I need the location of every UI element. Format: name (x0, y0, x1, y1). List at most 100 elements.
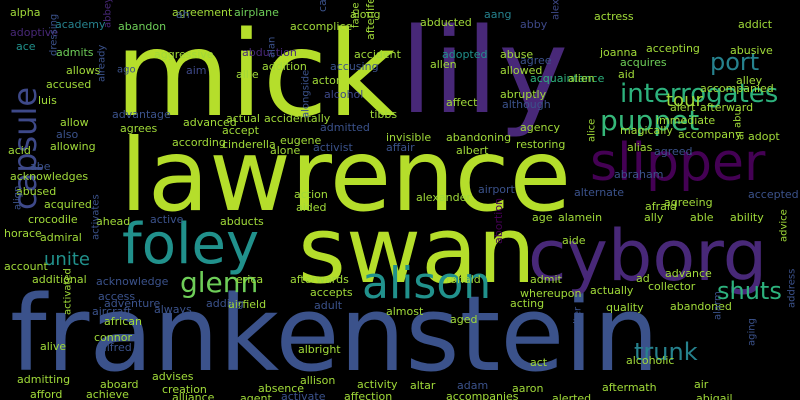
word-action: action (294, 188, 328, 201)
word-ally: ally (644, 211, 664, 224)
word-capsule: capsule (6, 87, 44, 210)
word-abbey: abbey (102, 0, 113, 28)
word-alan: alan (266, 37, 277, 58)
word-allowed: allowed (500, 64, 542, 77)
word-aim: aim (186, 64, 207, 77)
word-frankenstein: frankenstein (10, 273, 659, 395)
word-restoring: restoring (516, 138, 565, 151)
word-accomplice: accomplice (290, 20, 352, 33)
word-invisible: invisible (386, 131, 431, 144)
word-act: act (530, 356, 548, 369)
word-accused: accused (46, 78, 91, 91)
word-cinderella: cinderella (222, 138, 276, 151)
word-puppet: puppet (600, 104, 699, 137)
word-afterlife: afterlife (364, 0, 377, 40)
word-afterwards: afterwards (290, 273, 349, 286)
word-joanna: joanna (599, 46, 637, 59)
word-immediate: immediate (656, 114, 715, 127)
word-captivity: captivity (316, 0, 329, 12)
word-airplane: airplane (234, 6, 279, 19)
word-acknowledge: acknowledge (96, 275, 169, 288)
word-alcoholic: alcoholic (626, 354, 674, 367)
word-agency: agency (520, 121, 561, 134)
word-alien: alien (568, 72, 595, 85)
word-shuts: shuts (717, 277, 782, 305)
word-aaron: aaron (512, 382, 543, 395)
word-crocodile: crocodile (28, 213, 78, 226)
word-abducts: abducts (220, 215, 264, 228)
word-alias: alias (627, 141, 653, 154)
word-although: although (502, 98, 551, 111)
word-affection: affection (344, 390, 392, 400)
word-abraham: abraham (614, 168, 663, 181)
word-admitting: admitting (17, 373, 70, 386)
word-abuse: abuse (500, 48, 533, 61)
word-abandon: abandon (118, 20, 166, 33)
word-account: account (4, 260, 49, 273)
word-along: along (350, 8, 380, 21)
word-glenn: glenn (180, 266, 258, 299)
word-collector: collector (648, 280, 696, 293)
word-aboard: aboard (100, 378, 139, 391)
word-foley: foley (122, 212, 259, 277)
word-active: active (150, 213, 184, 226)
word-adventure: adventure (104, 297, 161, 310)
word-affair: affair (386, 141, 415, 154)
word-connor: connor (94, 331, 132, 344)
word-acting: acting (510, 297, 544, 310)
word-always: always (154, 303, 192, 316)
word-afford: afford (30, 388, 62, 400)
word-ability: ability (730, 211, 764, 224)
word-alcohol: alcohol (324, 88, 363, 101)
word-acknowledges: acknowledges (10, 170, 88, 183)
word-also: also (56, 128, 79, 141)
word-allen: allen (430, 58, 457, 71)
word-accepts: accepts (310, 286, 353, 299)
word-admit: admit (530, 273, 562, 286)
word-accusing: accusing (330, 60, 379, 73)
word-fame: fame (350, 2, 361, 28)
word-african: african (104, 315, 142, 328)
word-alarm: alarm (712, 291, 723, 320)
word-advantage: advantage (112, 108, 171, 121)
word-luis: luis (38, 94, 57, 107)
word-addition: addition (262, 60, 307, 73)
word-actually: actually (590, 284, 634, 297)
word-ronald: ronald (446, 273, 481, 286)
word-altar: altar (410, 379, 436, 392)
word-adult: adult (314, 299, 343, 312)
word-accept: accept (222, 124, 260, 137)
word-airport: airport (478, 183, 516, 196)
word-erica: erica (236, 273, 263, 286)
word-absence: absence (258, 382, 304, 395)
word-agrees: agrees (120, 122, 158, 135)
word-accompany: accompany (678, 128, 742, 141)
word-abby: abby (520, 18, 548, 31)
word-air: air (694, 378, 709, 391)
word-agree: agree (520, 54, 552, 67)
word-accidentally: accidentally (264, 112, 331, 125)
word-advice: advice (778, 209, 789, 242)
word-slipper: slipper (590, 133, 766, 193)
word-horace: horace (4, 227, 42, 240)
word-adam: adam (457, 379, 488, 392)
word-abused: abused (16, 185, 56, 198)
word-aging: aging (746, 318, 757, 346)
word-afterward: afterward (700, 101, 753, 114)
word-according: according (172, 136, 226, 149)
word-alley: alley (736, 74, 763, 87)
word-advanced: advanced (183, 116, 237, 129)
word-trunk: trunk (634, 338, 698, 366)
word-actress: actress (594, 10, 634, 23)
word-acid: acid (8, 144, 31, 157)
word-aircraft: aircraft (92, 305, 132, 318)
word-aftermath: aftermath (602, 381, 657, 394)
word-creation: creation (162, 383, 207, 396)
word-aid: aid (618, 68, 635, 81)
word-albright: albright (298, 343, 341, 356)
word-agreement: agreement (172, 6, 233, 19)
word-abortion: abortion (492, 198, 505, 244)
word-magically: magically (620, 124, 673, 137)
word-ace: ace (16, 40, 36, 53)
